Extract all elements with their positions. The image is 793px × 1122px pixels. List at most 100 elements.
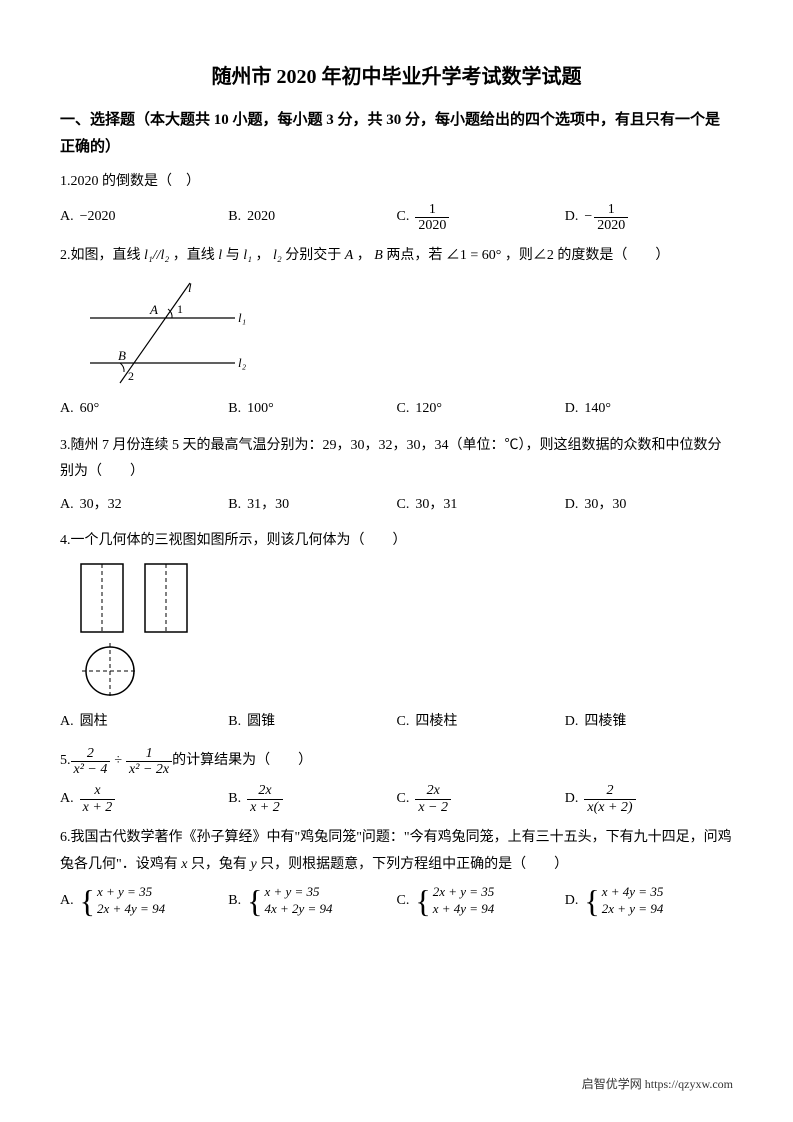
label-2: 2	[128, 369, 134, 383]
q1-opt-a-val: −2020	[80, 204, 116, 231]
label-l1: l₁	[238, 310, 246, 325]
q6-y: y	[250, 857, 256, 872]
opt-label: A.	[60, 204, 74, 231]
opt-label: A.	[60, 492, 74, 519]
opt-label: C.	[397, 396, 410, 423]
label-l: l	[188, 280, 192, 295]
q2-m3: ，	[255, 248, 269, 263]
equations: x + 4y = 35 2x + y = 94	[602, 884, 664, 918]
question-3: 3.随州 7 月份连续 5 天的最高气温分别为：29，30，32，30，34（单…	[60, 433, 733, 519]
q3-opt-b: B.31，30	[228, 492, 396, 519]
opt-label: B.	[228, 709, 241, 736]
q4-options: A.圆柱 B.圆锥 C.四棱柱 D.四棱锥	[60, 709, 733, 736]
q6-opt-b: B. { x + y = 35 4x + 2y = 94	[228, 884, 396, 918]
numerator: 2x	[415, 783, 451, 799]
q1-opt-b-val: 2020	[247, 204, 275, 231]
q4-opt-d: D.四棱锥	[565, 709, 733, 736]
q2-A: A	[345, 248, 354, 263]
q2-opt-c-val: 120°	[415, 396, 442, 423]
brace-icon: {	[80, 887, 95, 916]
question-6: 6.我国古代数学著作《孙子算经》中有"鸡兔同笼"问题："今有鸡兔同笼，上有三十五…	[60, 825, 733, 918]
equations: x + y = 35 2x + 4y = 94	[97, 884, 165, 918]
q4-opt-d-val: 四棱锥	[584, 709, 626, 736]
q2-l2: l₂	[273, 248, 282, 263]
q6-x: x	[181, 857, 187, 872]
q6-opt-d: D. { x + 4y = 35 2x + y = 94	[565, 884, 733, 918]
q3-opt-d-val: 30，30	[584, 492, 626, 519]
q2-l1l2: l₁//l₂	[144, 248, 169, 263]
eq2: 2x + y = 94	[602, 901, 664, 918]
opt-label: A.	[60, 709, 74, 736]
q1-opt-b: B. 2020	[228, 202, 396, 234]
opt-label: C.	[397, 709, 410, 736]
page-title: 随州市 2020 年初中毕业升学考试数学试题	[60, 60, 733, 89]
q6-opt-c: C. { 2x + y = 35 x + 4y = 94	[397, 884, 565, 918]
exam-page: 随州市 2020 年初中毕业升学考试数学试题 一、选择题（本大题共 10 小题，…	[0, 0, 793, 1122]
q5-opt-a: A. x x + 2	[60, 783, 228, 815]
opt-label: B.	[228, 396, 241, 423]
q4-opt-b: B.圆锥	[228, 709, 396, 736]
opt-label: A.	[60, 888, 74, 915]
equations: 2x + y = 35 x + 4y = 94	[433, 884, 495, 918]
eq2: x + 4y = 94	[433, 901, 495, 918]
q4-opt-a: A.圆柱	[60, 709, 228, 736]
q2-opt-d: D.140°	[565, 396, 733, 423]
question-1: 1.2020 的倒数是（ ） A. −2020 B. 2020 C. 1 202…	[60, 169, 733, 233]
q2-post: ，则∠2 的度数是（ ）	[505, 248, 670, 263]
q3-text: 3.随州 7 月份连续 5 天的最高气温分别为：29，30，32，30，34（单…	[60, 433, 733, 486]
denominator: x(x + 2)	[584, 800, 635, 815]
fraction: 2x x + 2	[247, 783, 283, 815]
q4-opt-b-val: 圆锥	[247, 709, 275, 736]
q2-m6: 两点，若	[386, 248, 442, 263]
eq1: x + y = 35	[264, 884, 332, 901]
angle2-arc	[120, 363, 124, 372]
denominator: 2020	[415, 218, 449, 233]
opt-label: B.	[228, 492, 241, 519]
numerator: 1	[415, 202, 449, 218]
equations: x + y = 35 4x + 2y = 94	[264, 884, 332, 918]
q2-opt-d-val: 140°	[584, 396, 611, 423]
opt-label: D.	[565, 786, 579, 813]
eq2: 4x + 2y = 94	[264, 901, 332, 918]
brace-icon: {	[584, 887, 599, 916]
numerator: 2x	[247, 783, 283, 799]
negative-fraction: − 1 2020	[584, 202, 628, 234]
q3-opt-a-val: 30，32	[80, 492, 122, 519]
q2-opt-b-val: 100°	[247, 396, 274, 423]
fraction: 2 x² − 4	[71, 746, 111, 778]
q2-m4: 分别交于	[285, 248, 341, 263]
q2-opt-c: C.120°	[397, 396, 565, 423]
denominator: x² − 4	[71, 762, 111, 777]
denominator: x + 2	[80, 800, 116, 815]
q3-opt-b-val: 31，30	[247, 492, 289, 519]
label-A: A	[149, 302, 158, 317]
q1-opt-c: C. 1 2020	[397, 202, 565, 234]
q1-opt-d: D. − 1 2020	[565, 202, 733, 234]
brace-system: { 2x + y = 35 x + 4y = 94	[415, 884, 494, 918]
q4-opt-c-val: 四棱柱	[415, 709, 457, 736]
q5-text: 5. 2 x² − 4 ÷ 1 x² − 2x 的计算结果为（ ）	[60, 746, 733, 778]
q5-post: 的计算结果为（ ）	[172, 748, 312, 775]
q2-text: 2.如图，直线 l₁//l₂ ，直线 l 与 l₁ ， l₂ 分别交于 A ， …	[60, 243, 733, 270]
opt-label: B.	[228, 786, 241, 813]
q4-views-col	[80, 563, 188, 701]
q2-figure: A B 1 2 l l₁ l₂	[80, 278, 733, 388]
label-B: B	[118, 348, 126, 363]
line-l	[120, 283, 190, 383]
fraction: x x + 2	[80, 783, 116, 815]
numerator: 1	[594, 202, 628, 218]
denominator: 2020	[594, 218, 628, 233]
q3-options: A.30，32 B.31，30 C.30，31 D.30，30	[60, 492, 733, 519]
opt-label: B.	[228, 888, 241, 915]
opt-label: A.	[60, 396, 74, 423]
eq1: x + 4y = 35	[602, 884, 664, 901]
opt-label: D.	[565, 709, 579, 736]
q1-options: A. −2020 B. 2020 C. 1 2020 D. − 1	[60, 202, 733, 234]
eq1: x + y = 35	[97, 884, 165, 901]
front-view	[80, 563, 124, 633]
q3-opt-c: C.30，31	[397, 492, 565, 519]
q2-opt-a: A.60°	[60, 396, 228, 423]
divide: ÷	[114, 748, 122, 775]
q2-svg: A B 1 2 l l₁ l₂	[80, 278, 250, 388]
numerator: x	[80, 783, 116, 799]
